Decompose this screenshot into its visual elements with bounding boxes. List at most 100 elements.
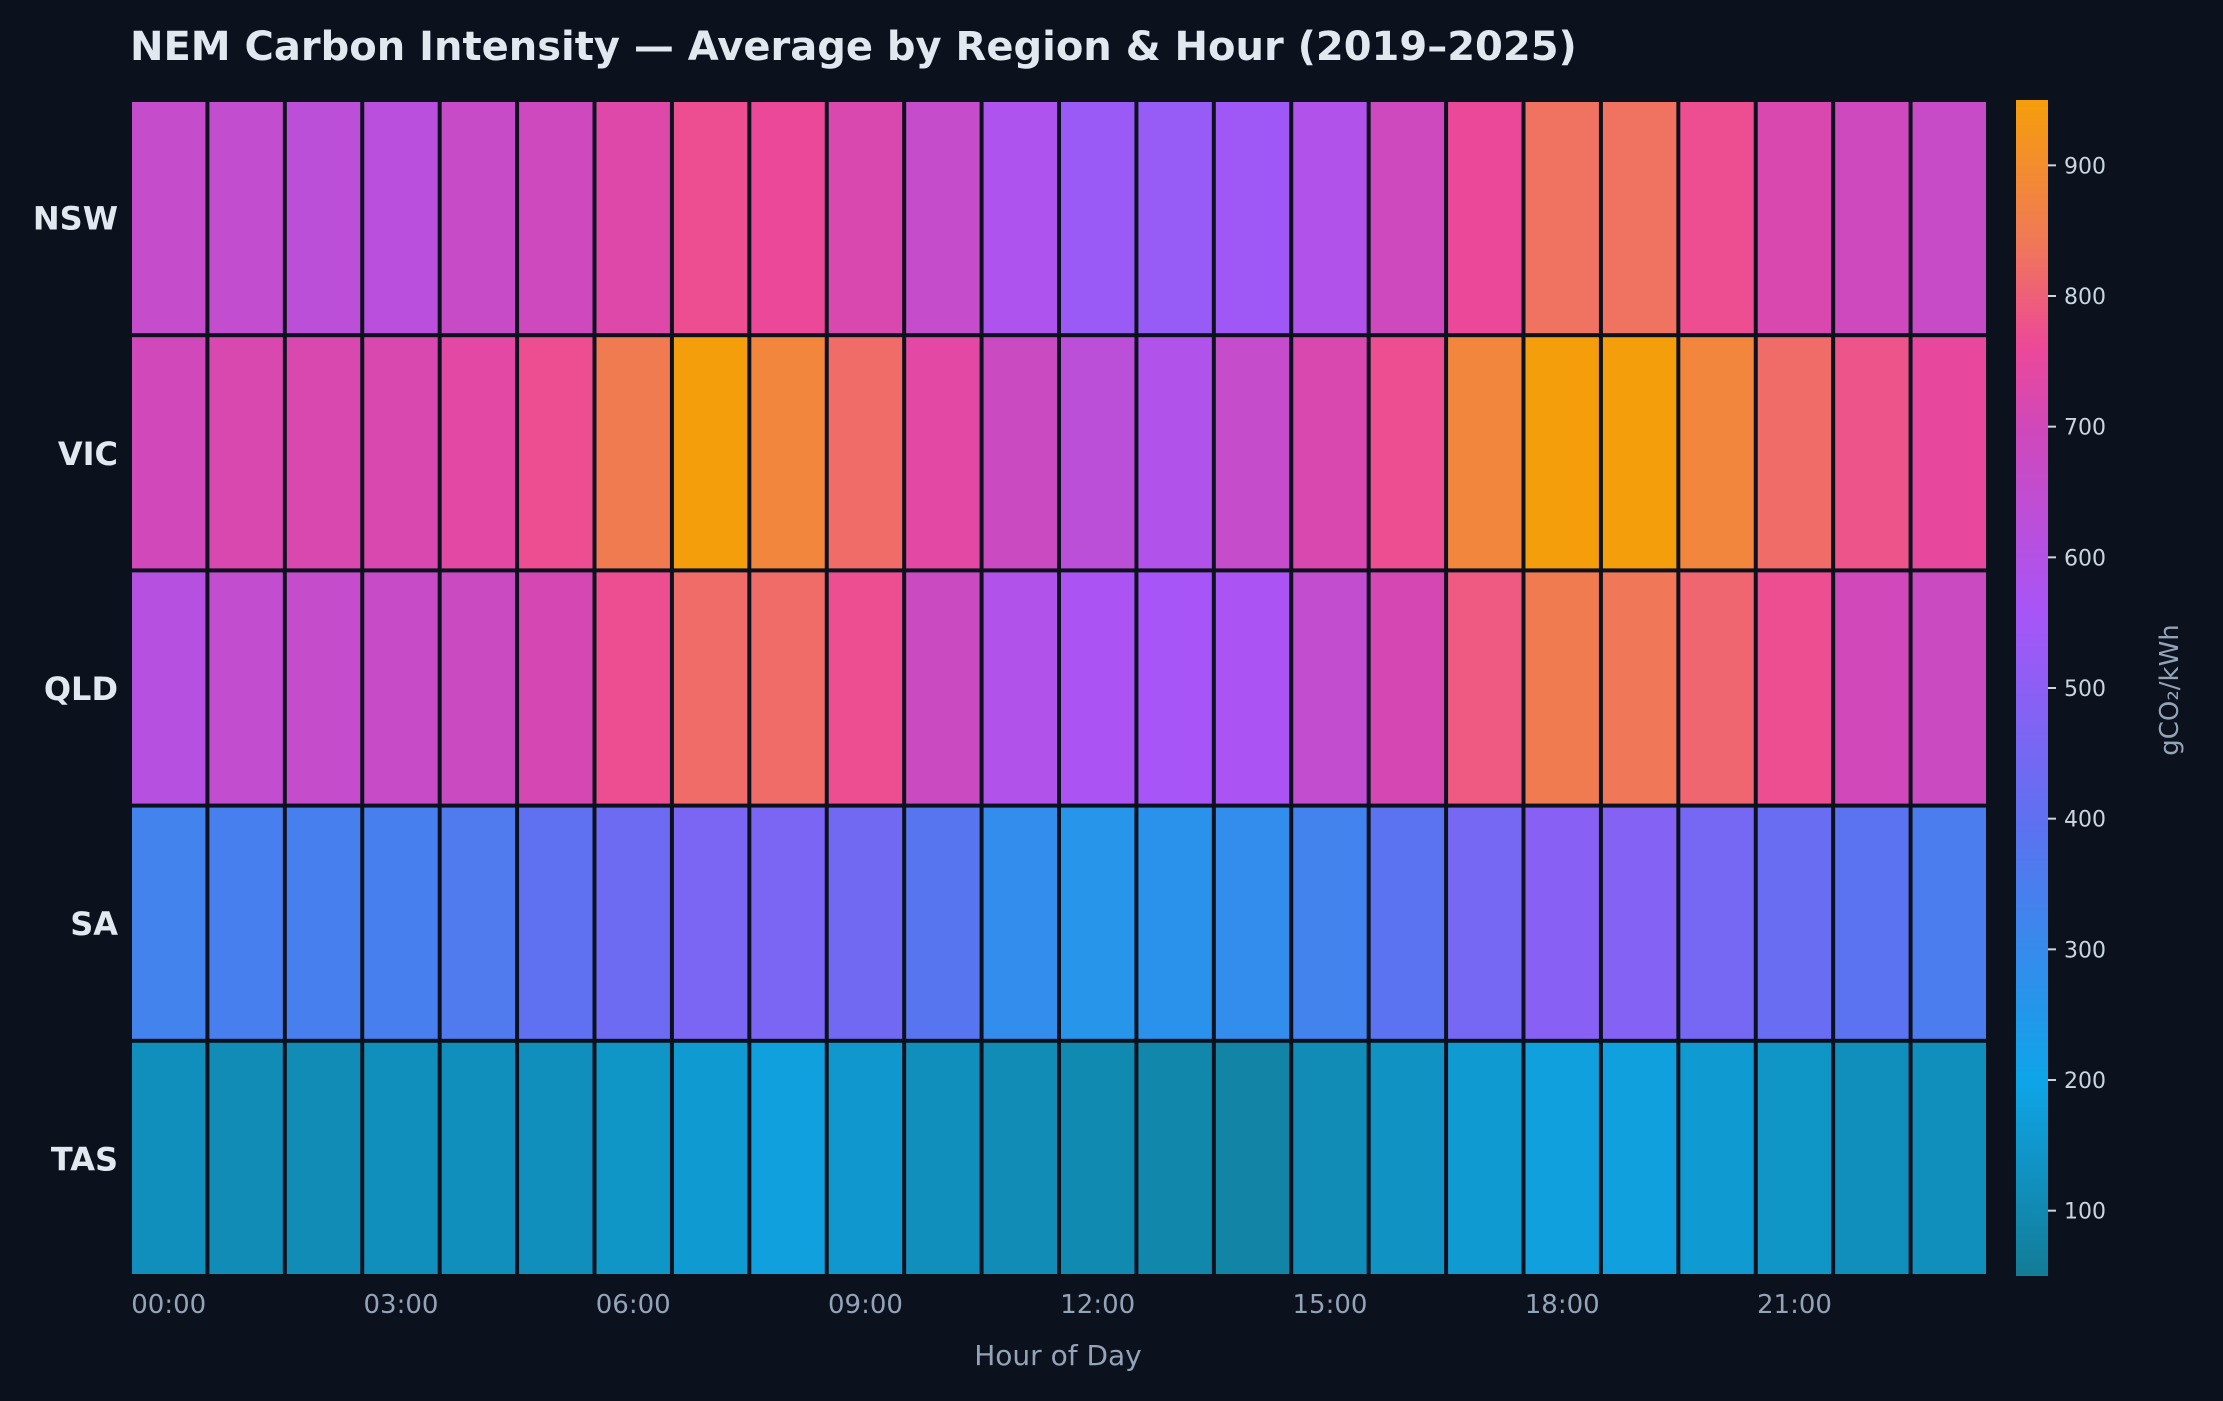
x-tick-label: 21:00	[1757, 1290, 1832, 1320]
heatmap-cell-qld-08	[751, 572, 825, 804]
heatmap-cell-vic-03	[364, 337, 438, 569]
heatmap-cell-nsw-06	[596, 102, 670, 334]
x-axis-label: Hour of Day	[974, 1339, 1142, 1372]
heatmap-cell-vic-19	[1602, 337, 1677, 569]
heatmap-cell-sa-01	[209, 807, 283, 1039]
heatmap-cell-sa-11	[983, 807, 1057, 1039]
heatmap-cell-tas-11	[983, 1042, 1057, 1274]
heatmap-cell-vic-21	[1757, 337, 1832, 569]
heatmap-cells	[132, 102, 1986, 1274]
colorbar-tick-label: 400	[2064, 808, 2106, 833]
x-tick-label: 09:00	[828, 1290, 903, 1320]
row-labels: NSW VIC QLD SA TAS	[33, 200, 118, 1179]
heatmap-cell-nsw-08	[751, 102, 825, 334]
heatmap-cell-qld-09	[828, 572, 903, 804]
heatmap-cell-sa-10	[906, 807, 980, 1039]
heatmap-cell-nsw-20	[1680, 102, 1754, 334]
heatmap-cell-qld-00	[132, 572, 206, 804]
heatmap-cell-vic-08	[751, 337, 825, 569]
heatmap-cell-sa-16	[1370, 807, 1445, 1039]
heatmap-cell-sa-06	[596, 807, 670, 1039]
colorbar: 100 200 300 400 500 600 700 800 900	[2016, 100, 2106, 1276]
row-label-vic: VIC	[58, 435, 118, 473]
heatmap-cell-tas-12	[1061, 1042, 1135, 1274]
heatmap-cell-nsw-16	[1370, 102, 1445, 334]
heatmap-cell-tas-00	[132, 1042, 206, 1274]
heatmap-cell-vic-09	[828, 337, 903, 569]
x-axis-ticks: 00:00 03:00 06:00 09:00 12:00 15:00 18:00 21:00	[131, 1290, 1832, 1320]
heatmap-cell-vic-11	[983, 337, 1057, 569]
heatmap-cell-sa-18	[1525, 807, 1599, 1039]
heatmap-cell-vic-15	[1293, 337, 1367, 569]
heatmap-cell-sa-23	[1912, 807, 1986, 1039]
heatmap-cell-tas-03	[364, 1042, 438, 1274]
heatmap-cell-sa-08	[751, 807, 825, 1039]
colorbar-tick-label: 500	[2064, 677, 2106, 702]
x-tick-label: 00:00	[131, 1290, 206, 1320]
heatmap-cell-nsw-00	[132, 102, 206, 334]
heatmap-cell-tas-23	[1912, 1042, 1986, 1274]
heatmap-cell-tas-02	[286, 1042, 361, 1274]
heatmap-cell-sa-12	[1061, 807, 1135, 1039]
heatmap-cell-qld-05	[519, 572, 593, 804]
heatmap-cell-vic-22	[1835, 337, 1909, 569]
heatmap-cell-sa-22	[1835, 807, 1909, 1039]
heatmap-cell-qld-22	[1835, 572, 1909, 804]
heatmap-cell-sa-19	[1602, 807, 1677, 1039]
heatmap-cell-nsw-13	[1138, 102, 1212, 334]
heatmap-cell-tas-09	[828, 1042, 903, 1274]
heatmap-cell-vic-02	[286, 337, 361, 569]
heatmap-cell-nsw-23	[1912, 102, 1986, 334]
heatmap-cell-sa-15	[1293, 807, 1367, 1039]
heatmap-cell-tas-21	[1757, 1042, 1832, 1274]
heatmap-cell-tas-17	[1448, 1042, 1522, 1274]
heatmap-cell-qld-18	[1525, 572, 1599, 804]
heatmap-cell-nsw-02	[286, 102, 361, 334]
heatmap-cell-vic-13	[1138, 337, 1212, 569]
heatmap-cell-nsw-04	[441, 102, 516, 334]
heatmap-cell-nsw-19	[1602, 102, 1677, 334]
heatmap-cell-tas-14	[1215, 1042, 1290, 1274]
colorbar-tick-label: 300	[2064, 938, 2106, 963]
heatmap-cell-qld-10	[906, 572, 980, 804]
heatmap-cell-sa-14	[1215, 807, 1290, 1039]
heatmap-cell-qld-19	[1602, 572, 1677, 804]
colorbar-label: gCO₂/kWh	[2155, 624, 2185, 756]
heatmap-cell-tas-13	[1138, 1042, 1212, 1274]
heatmap-cell-tas-04	[441, 1042, 516, 1274]
heatmap-cell-sa-20	[1680, 807, 1754, 1039]
heatmap-cell-tas-01	[209, 1042, 283, 1274]
heatmap-cell-nsw-15	[1293, 102, 1367, 334]
colorbar-tick-label: 200	[2064, 1069, 2106, 1094]
row-label-qld: QLD	[44, 670, 118, 708]
heatmap-cell-nsw-01	[209, 102, 283, 334]
heatmap-cell-qld-03	[364, 572, 438, 804]
heatmap-cell-tas-15	[1293, 1042, 1367, 1274]
heatmap-cell-qld-21	[1757, 572, 1832, 804]
heatmap-cell-sa-03	[364, 807, 438, 1039]
heatmap-cell-nsw-14	[1215, 102, 1290, 334]
colorbar-tick-label: 100	[2064, 1200, 2106, 1225]
heatmap-cell-qld-13	[1138, 572, 1212, 804]
heatmap-cell-tas-20	[1680, 1042, 1754, 1274]
heatmap-cell-sa-07	[673, 807, 748, 1039]
heatmap-cell-tas-06	[596, 1042, 670, 1274]
heatmap-cell-vic-05	[519, 337, 593, 569]
heatmap-cell-qld-07	[673, 572, 748, 804]
heatmap-cell-vic-07	[673, 337, 748, 569]
heatmap-cell-tas-08	[751, 1042, 825, 1274]
heatmap-cell-nsw-03	[364, 102, 438, 334]
heatmap-cell-qld-01	[209, 572, 283, 804]
heatmap-cell-tas-18	[1525, 1042, 1599, 1274]
heatmap-cell-sa-17	[1448, 807, 1522, 1039]
heatmap-cell-qld-14	[1215, 572, 1290, 804]
heatmap-cell-qld-15	[1293, 572, 1367, 804]
heatmap-cell-qld-02	[286, 572, 361, 804]
heatmap-cell-nsw-22	[1835, 102, 1909, 334]
x-tick-label: 03:00	[363, 1290, 438, 1320]
heatmap-cell-tas-07	[673, 1042, 748, 1274]
heatmap-cell-qld-12	[1061, 572, 1135, 804]
heatmap-cell-vic-04	[441, 337, 516, 569]
